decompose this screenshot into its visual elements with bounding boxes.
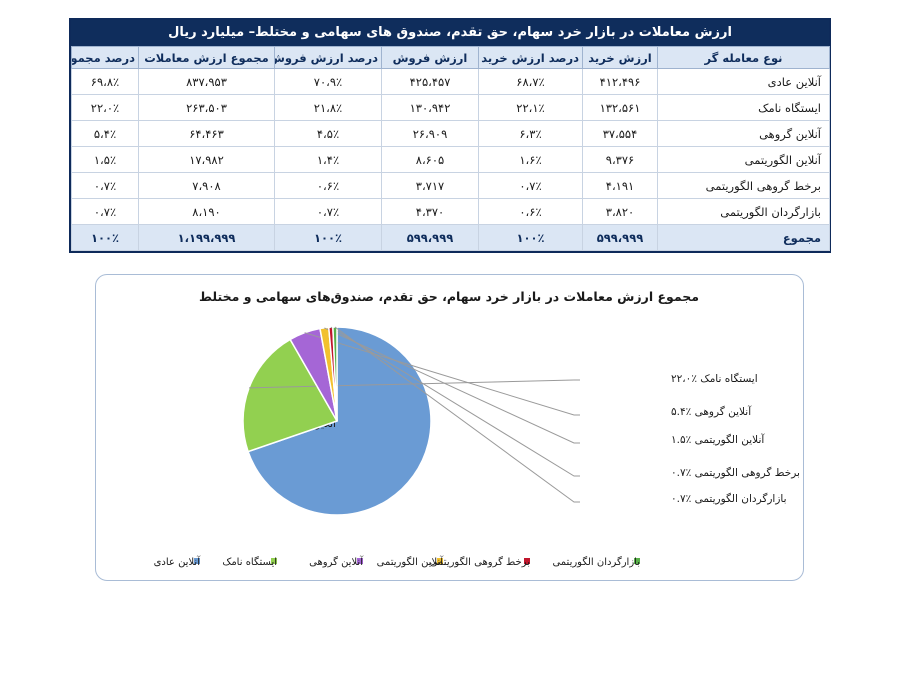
table-cell: ۵،۴٪ xyxy=(71,120,139,147)
table-title: ارزش معاملات در بازار خرد سهام، حق تقدم،… xyxy=(71,20,829,46)
table-cell: ۰،۶٪ xyxy=(478,198,583,225)
table-cell: ۰،۷٪ xyxy=(71,198,139,225)
column-header: درصد ارزش خرید xyxy=(478,46,583,69)
data-grid: نوع معامله گر ارزش خرید درصد ارزش خرید ا… xyxy=(71,46,830,251)
table-cell: ۹،۳۷۶ xyxy=(582,146,658,173)
total-cell: ۱۰۰٪ xyxy=(478,224,583,251)
table-cell: ۶۴،۴۶۳ xyxy=(138,120,275,147)
pie-chart-panel: مجموع ارزش معاملات در بازار خرد سهام، حق… xyxy=(95,274,804,581)
table-cell: ۶۸،۷٪ xyxy=(478,68,583,95)
table-row: آنلاین گروهی ۳۷،۵۵۴ ۶،۳٪ ۲۶،۹۰۹ ۴،۵٪ ۶۴،… xyxy=(71,120,830,147)
legend-swatch xyxy=(437,558,443,564)
table-cell: ۱۳۲،۵۶۱ xyxy=(582,94,658,121)
table-cell: ۸،۶۰۵ xyxy=(381,146,479,173)
table-cell: ۶،۳٪ xyxy=(478,120,583,147)
table-cell: ۲۱،۸٪ xyxy=(274,94,382,121)
table-cell: ۴۱۲،۴۹۶ xyxy=(582,68,658,95)
trader-type-cell: آنلاین الگوریتمی xyxy=(657,146,830,173)
slice-data-label: برخط گروهی الگوریتمی ٪۰.۷ xyxy=(671,466,800,479)
table-cell: ۳،۷۱۷ xyxy=(381,172,479,199)
total-cell: ۵۹۹،۹۹۹ xyxy=(381,224,479,251)
pie-slice xyxy=(247,326,432,516)
header-row: نوع معامله گر ارزش خرید درصد ارزش خرید ا… xyxy=(71,46,830,69)
table-cell: ۱،۶٪ xyxy=(478,146,583,173)
legend-item: بازارگردان الگوریتمی xyxy=(552,556,640,568)
table-cell: ۳،۸۲۰ xyxy=(582,198,658,225)
legend-item: برخط گروهی الگوریتمی xyxy=(430,556,530,568)
trader-type-cell: ایستگاه نامک xyxy=(657,94,830,121)
table-cell: ۴،۵٪ xyxy=(274,120,382,147)
table-cell: ۶۹،۸٪ xyxy=(71,68,139,95)
trader-type-cell: بازارگردان الگوریتمی xyxy=(657,198,830,225)
legend-item: آنلاین گروهی xyxy=(309,555,364,568)
table-cell: ۱،۵٪ xyxy=(71,146,139,173)
table-row: ایستگاه نامک ۱۳۲،۵۶۱ ۲۲،۱٪ ۱۳۰،۹۴۲ ۲۱،۸٪… xyxy=(71,94,830,121)
table-cell: ۱۳۰،۹۴۲ xyxy=(381,94,479,121)
table-cell: ۰،۷٪ xyxy=(274,198,382,225)
total-cell: ۱،۱۹۹،۹۹۹ xyxy=(138,224,275,251)
trader-type-cell: آنلاین گروهی xyxy=(657,120,830,147)
table-cell: ۱،۴٪ xyxy=(274,146,382,173)
table-cell: ۲۲،۰٪ xyxy=(71,94,139,121)
legend-swatch xyxy=(194,558,200,564)
leader-line xyxy=(330,326,580,477)
slice-data-label: آنلاین الگوریتمی ٪۱.۵ xyxy=(671,433,765,446)
column-header: مجموع ارزش معاملات xyxy=(138,46,275,69)
leader-line xyxy=(324,327,580,444)
table-row: بازارگردان الگوریتمی ۳،۸۲۰ ۰،۶٪ ۴،۳۷۰ ۰،… xyxy=(71,198,830,225)
table-cell: ۴۲۵،۴۵۷ xyxy=(381,68,479,95)
table-cell: ۷،۹۰۸ xyxy=(138,172,275,199)
table-row: آنلاین الگوریتمی ۹،۳۷۶ ۱،۶٪ ۸،۶۰۵ ۱،۴٪ ۱… xyxy=(71,146,830,173)
leader-line xyxy=(248,379,580,389)
trader-type-cell: برخط گروهی الگوریتمی xyxy=(657,172,830,199)
table-cell: ۴،۱۹۱ xyxy=(582,172,658,199)
legend-swatch xyxy=(271,558,277,564)
legend-swatch xyxy=(634,558,640,564)
trader-type-cell: آنلاین عادی xyxy=(657,68,830,95)
table-cell: ۰،۷٪ xyxy=(478,172,583,199)
total-cell: ۵۹۹،۹۹۹ xyxy=(582,224,658,251)
table-cell: ۷۰،۹٪ xyxy=(274,68,382,95)
slice-data-label: ایستگاه نامک ٪۲۲،۰ xyxy=(671,372,758,385)
slice-data-label: آنلاین گروهی ٪۵.۴ xyxy=(671,405,752,418)
table-cell: ۴،۳۷۰ xyxy=(381,198,479,225)
legend-swatch xyxy=(357,558,363,564)
column-header: درصد ارزش فروش xyxy=(274,46,382,69)
table-cell: ۱۷،۹۸۲ xyxy=(138,146,275,173)
legend-item: آنلاین الگوریتمی xyxy=(377,555,445,568)
total-row: مجموع ۵۹۹،۹۹۹ ۱۰۰٪ ۵۹۹،۹۹۹ ۱۰۰٪ ۱،۱۹۹،۹۹… xyxy=(71,224,830,251)
chart-title: مجموع ارزش معاملات در بازار خرد سهام، حق… xyxy=(199,289,699,305)
table-row: آنلاین عادی ۴۱۲،۴۹۶ ۶۸،۷٪ ۴۲۵،۴۵۷ ۷۰،۹٪ … xyxy=(71,68,830,95)
leader-line xyxy=(334,326,580,503)
pie-chart: مجموع ارزش معاملات در بازار خرد سهام، حق… xyxy=(154,289,800,568)
table-cell: ۰،۶٪ xyxy=(274,172,382,199)
total-cell: ۱۰۰٪ xyxy=(71,224,139,251)
table-cell: ۰،۷٪ xyxy=(71,172,139,199)
table-cell: ۲۲،۱٪ xyxy=(478,94,583,121)
legend-item: آنلاین عادی xyxy=(154,555,202,568)
transactions-table: ارزش معاملات در بازار خرد سهام، حق تقدم،… xyxy=(69,18,831,253)
column-header: نوع معامله گر xyxy=(657,46,830,69)
column-header: ارزش فروش xyxy=(381,46,479,69)
table-cell: ۸۳۷،۹۵۳ xyxy=(138,68,275,95)
total-label-cell: مجموع xyxy=(657,224,830,251)
column-header: ارزش خرید xyxy=(582,46,658,69)
slice-data-label: بازارگردان الگوریتمی ٪۰.۷ xyxy=(671,492,787,505)
table-cell: ۸،۱۹۰ xyxy=(138,198,275,225)
total-cell: ۱۰۰٪ xyxy=(274,224,382,251)
legend-swatch xyxy=(524,558,530,564)
table-cell: ۲۶۳،۵۰۳ xyxy=(138,94,275,121)
column-header: درصد مجموع xyxy=(71,46,139,69)
table-cell: ۳۷،۵۵۴ xyxy=(582,120,658,147)
table-cell: ۲۶،۹۰۹ xyxy=(381,120,479,147)
legend-item: ایستگاه نامک xyxy=(222,556,277,568)
table-row: برخط گروهی الگوریتمی ۴،۱۹۱ ۰،۷٪ ۳،۷۱۷ ۰،… xyxy=(71,172,830,199)
